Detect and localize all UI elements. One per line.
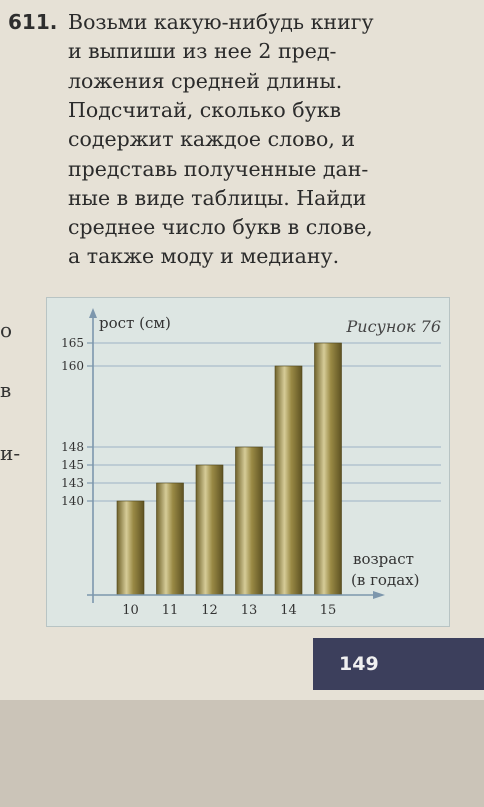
figure-caption: Рисунок 76 (346, 317, 441, 336)
margin-fragment: о (0, 318, 13, 342)
bar-chart: Рисунок 76 140 143 145 148 160 165 10 11 12 13 14 1… (61, 308, 441, 618)
y-tick-label: 145 (61, 458, 84, 472)
y-tick-label: 143 (61, 476, 84, 490)
exercise-text-line: Возьми какую-нибудь книгу (68, 10, 374, 34)
page-number: 149 (339, 653, 379, 675)
exercise-text-line: представь полученные дан- (68, 156, 369, 181)
x-tick-label: 12 (201, 603, 218, 618)
bar-15 (314, 342, 342, 596)
bar-13 (235, 446, 263, 596)
exercise-text-line: ложения средней длины. (68, 68, 343, 93)
x-axis-label-line2: (в годах) (351, 571, 419, 589)
exercise-text-line: Подсчитай, сколько букв (68, 97, 342, 122)
exercise-text-line: а также моду и медиану. (68, 244, 340, 269)
bar-10 (116, 500, 145, 596)
exercise-text-line: содержит каждое слово, и (68, 127, 356, 152)
y-tick-label: 165 (61, 336, 84, 350)
exercise-text-line: среднее число букв в слове, (68, 215, 373, 240)
bar-14 (274, 365, 303, 596)
page-number-badge: 149 (313, 638, 484, 690)
margin-fragment: и- (0, 441, 21, 465)
x-axis-label-line1: возраст (353, 550, 414, 568)
x-tick-label: 11 (162, 603, 179, 618)
x-tick-label: 14 (280, 603, 297, 618)
exercise-text-line: ные в виде таблицы. Найди (68, 185, 367, 210)
x-axis-arrow (373, 591, 385, 599)
bar-11 (156, 482, 184, 596)
margin-fragment: в (0, 378, 12, 402)
figure-76: Рисунок 76 140 143 145 148 160 165 10 11 12 13 14 1… (46, 297, 450, 627)
x-tick-label: 15 (320, 603, 337, 618)
exercise-text-line: и выпиши из нее 2 пред- (68, 39, 337, 64)
exercise-number: 611. (8, 10, 58, 34)
y-axis-arrow (89, 308, 97, 318)
y-tick-label: 160 (61, 359, 84, 373)
bar-12 (195, 464, 224, 596)
y-tick-label: 148 (61, 440, 84, 454)
x-tick-label: 13 (241, 603, 258, 618)
page-underside (0, 700, 484, 807)
y-tick-label: 140 (61, 494, 84, 508)
y-axis-label: рост (см) (99, 314, 171, 332)
x-tick-label: 10 (122, 603, 139, 618)
